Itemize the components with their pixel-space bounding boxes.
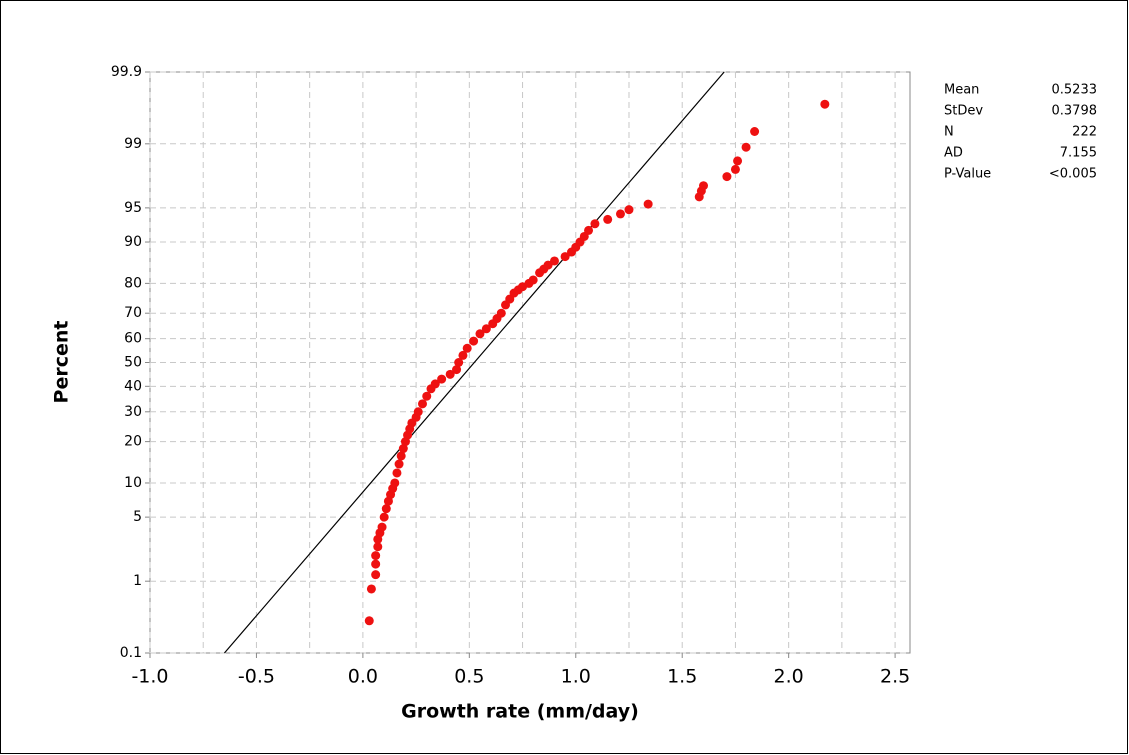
y-tick-label: 99.9 [111,64,142,80]
data-point [462,343,472,353]
data-point [417,399,427,409]
stat-value: 7.155 [1060,146,1097,161]
data-point [699,181,709,191]
y-tick-label: 0.1 [120,645,142,661]
data-point [445,369,455,379]
data-point [394,459,404,469]
data-point [560,252,570,262]
data-point [413,407,423,417]
x-tick-label: 2.0 [774,666,804,688]
data-point [469,336,479,346]
data-point [437,374,447,384]
y-tick-label: 50 [124,355,142,371]
data-point [379,512,389,522]
data-point [615,209,625,219]
x-tick-label: -1.0 [131,666,168,688]
data-point [396,451,406,461]
y-tick-label: 90 [124,234,142,250]
data-point [549,256,559,266]
data-point [364,616,374,626]
data-point [371,570,381,580]
stat-value: <0.005 [1049,167,1097,182]
data-point [475,329,485,339]
y-tick-label: 5 [133,509,142,525]
data-point [603,214,613,224]
data-point [733,156,743,166]
y-axis-label: Percent [51,321,73,404]
data-point [452,365,462,375]
y-tick-label: 70 [124,305,142,321]
x-tick-label: 2.5 [880,666,910,688]
y-tick-label: 20 [124,434,142,450]
y-tick-label: 30 [124,404,142,420]
data-point [820,99,830,109]
data-point [373,542,383,552]
stat-value: 0.3798 [1052,104,1098,119]
data-point [624,205,634,215]
data-point [730,164,740,174]
data-point [590,219,600,229]
data-point [377,522,387,532]
y-tick-label: 60 [124,331,142,347]
data-point [366,584,376,594]
stat-label: P-Value [944,167,991,182]
data-point [454,358,464,367]
x-tick-label: 1.0 [561,666,591,688]
x-tick-label: 0.0 [348,666,378,688]
data-point [371,551,381,561]
data-point [750,127,760,137]
y-tick-label: 10 [124,475,142,491]
fit-line [223,71,725,654]
data-point [741,142,751,152]
data-point [422,391,432,401]
x-axis-label: Growth rate (mm/day) [401,701,639,723]
data-point [481,324,491,334]
data-point [381,504,391,514]
data-point [390,478,400,488]
data-point [584,225,594,235]
stat-label: Mean [944,83,979,98]
x-tick-label: 1.5 [667,666,697,688]
data-point [496,308,506,318]
data-point [722,172,732,182]
stat-label: N [944,125,954,140]
y-tick-label: 99 [124,136,142,152]
data-point [392,468,402,478]
data-point [643,199,653,209]
data-point [398,444,408,454]
x-tick-label: 0.5 [454,666,484,688]
data-point [543,260,553,270]
y-tick-label: 40 [124,378,142,394]
data-point [528,275,538,285]
x-tick-label: -0.5 [238,666,275,688]
stat-value: 0.5233 [1052,83,1098,98]
y-tick-label: 80 [124,275,142,291]
data-point [458,350,468,360]
y-tick-label: 95 [124,200,142,216]
stat-label: AD [944,146,963,161]
y-tick-label: 1 [133,573,142,589]
stat-label: StDev [944,104,983,119]
data-point [371,559,381,569]
data-point [430,379,440,389]
stat-value: 222 [1072,125,1097,140]
